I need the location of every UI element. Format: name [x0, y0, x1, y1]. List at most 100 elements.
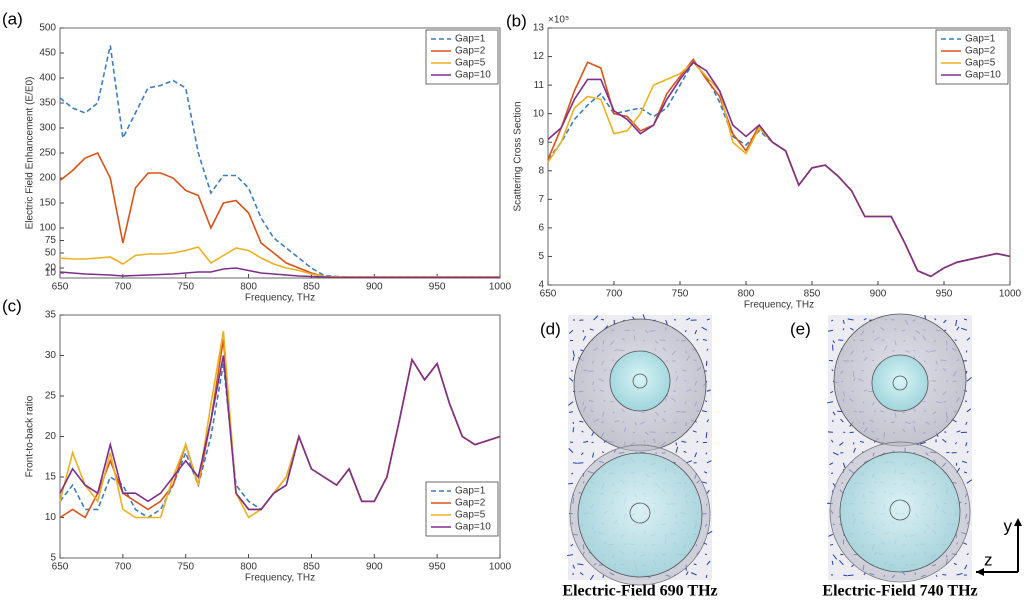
field-arrow [706, 348, 709, 351]
field-arrow [591, 431, 595, 436]
field-arrow [568, 448, 574, 453]
field-arrow [966, 450, 969, 453]
gap-marker [629, 502, 651, 524]
field-arrow [964, 400, 968, 403]
x-tick-label: 950 [429, 282, 446, 293]
field-arrow [832, 554, 838, 560]
y-axis-label: Electric Field Enhancement (E/E0) [25, 77, 36, 230]
x-tick-label: 700 [115, 562, 132, 573]
field-arrow [963, 542, 968, 545]
field-arrow [839, 442, 844, 446]
x-tick-label: 950 [936, 289, 953, 300]
field-arrow [568, 329, 574, 334]
field-arrow [961, 460, 968, 464]
field-arrow [566, 554, 574, 557]
field-arrow [963, 471, 968, 474]
field-arrow [966, 376, 972, 382]
field-arrow [580, 349, 584, 352]
field-arrow [601, 451, 605, 454]
field-arrow [965, 421, 968, 425]
field-arrow [686, 460, 693, 464]
y-tick-label: 50 [45, 248, 57, 259]
legend-label: Gap=2 [455, 46, 486, 57]
particle-core [609, 350, 671, 412]
field-maps: (d) (e) Electric-Field 690 THz Electric-… [540, 313, 1022, 600]
y-tick-label: 30 [45, 350, 57, 361]
y-tick-label: 25 [45, 391, 57, 402]
y-tick-label: 15 [45, 472, 57, 483]
field-arrow [956, 573, 963, 576]
field-arrow [828, 533, 834, 537]
arrow-head [976, 518, 1022, 576]
field-arrow [942, 438, 947, 443]
field-arrow [965, 442, 968, 447]
x-tick-label: 800 [240, 282, 257, 293]
legend-label: Gap=10 [455, 522, 491, 533]
x-axis-label: Frequency, THz [744, 300, 814, 311]
legend-label: Gap=5 [455, 58, 486, 69]
field-arrow [701, 410, 708, 413]
field-arrow [853, 447, 856, 453]
y-tick-label: 4 [538, 280, 544, 291]
particle-core [577, 452, 703, 578]
y-tick-label: 35 [45, 310, 57, 321]
field-arrow [703, 471, 708, 474]
axis-icon-label: y [1004, 516, 1013, 535]
legend-label: Gap=10 [965, 70, 1001, 81]
field-arrow [706, 489, 710, 494]
x-tick-label: 750 [672, 289, 689, 300]
field-arrow [956, 430, 961, 433]
panel-label: (d) [540, 319, 561, 338]
y-tick-label: 100 [39, 223, 56, 234]
panel-label: (a) [2, 9, 23, 28]
field-arrow [589, 328, 594, 331]
legend-label: Gap=5 [965, 58, 996, 69]
x-tick-label: 750 [177, 562, 194, 573]
axis-icon-label: z [984, 550, 993, 569]
x-tick-label: 850 [804, 289, 821, 300]
field-arrow [568, 401, 574, 406]
y-tick-label: 10 [45, 268, 57, 279]
y-axis-label: Front-to-back ratio [25, 395, 36, 477]
field-arrow [849, 327, 854, 331]
field-arrow [842, 462, 846, 469]
field-arrow [694, 330, 698, 335]
field-map [566, 314, 713, 586]
field-arrow [583, 440, 589, 443]
field-arrow [832, 340, 835, 344]
y-tick-label: 5 [538, 251, 544, 262]
series-line [59, 355, 501, 511]
y-tick-label: 8 [538, 165, 544, 176]
field-arrow [706, 389, 711, 392]
field-arrow [964, 564, 968, 570]
y-tick-label: 7 [538, 194, 544, 205]
x-tick-label: 850 [303, 562, 320, 573]
field-arrow [705, 432, 708, 439]
field-arrow [706, 318, 710, 321]
field-arrow [838, 559, 844, 566]
field-arrow [580, 452, 584, 456]
x-tick-label: 900 [366, 282, 383, 293]
y-tick-label: 75 [45, 235, 57, 246]
legend-label: Gap=2 [965, 46, 996, 57]
field-arrow [851, 564, 854, 568]
x-tick-label: 1000 [999, 289, 1022, 300]
field-arrow [965, 350, 968, 353]
panel-label: (b) [506, 11, 527, 30]
chart: 650 700 750 800 850 900 950 1000 4 5 6 7 8 9 10 11 12 13 F… [506, 11, 1022, 310]
series-line [547, 60, 1011, 278]
field-arrow [831, 560, 834, 565]
x-tick-label: 850 [303, 282, 320, 293]
gap-marker [632, 373, 648, 389]
field-arrow [956, 326, 960, 331]
field-arrow [935, 574, 938, 577]
field-arrow [572, 564, 575, 569]
field-arrow [827, 401, 834, 404]
particle-core [871, 354, 929, 412]
field-map [826, 313, 973, 583]
field-arrow [706, 419, 710, 423]
legend-label: Gap=2 [455, 498, 486, 509]
field-arrow [961, 327, 968, 331]
